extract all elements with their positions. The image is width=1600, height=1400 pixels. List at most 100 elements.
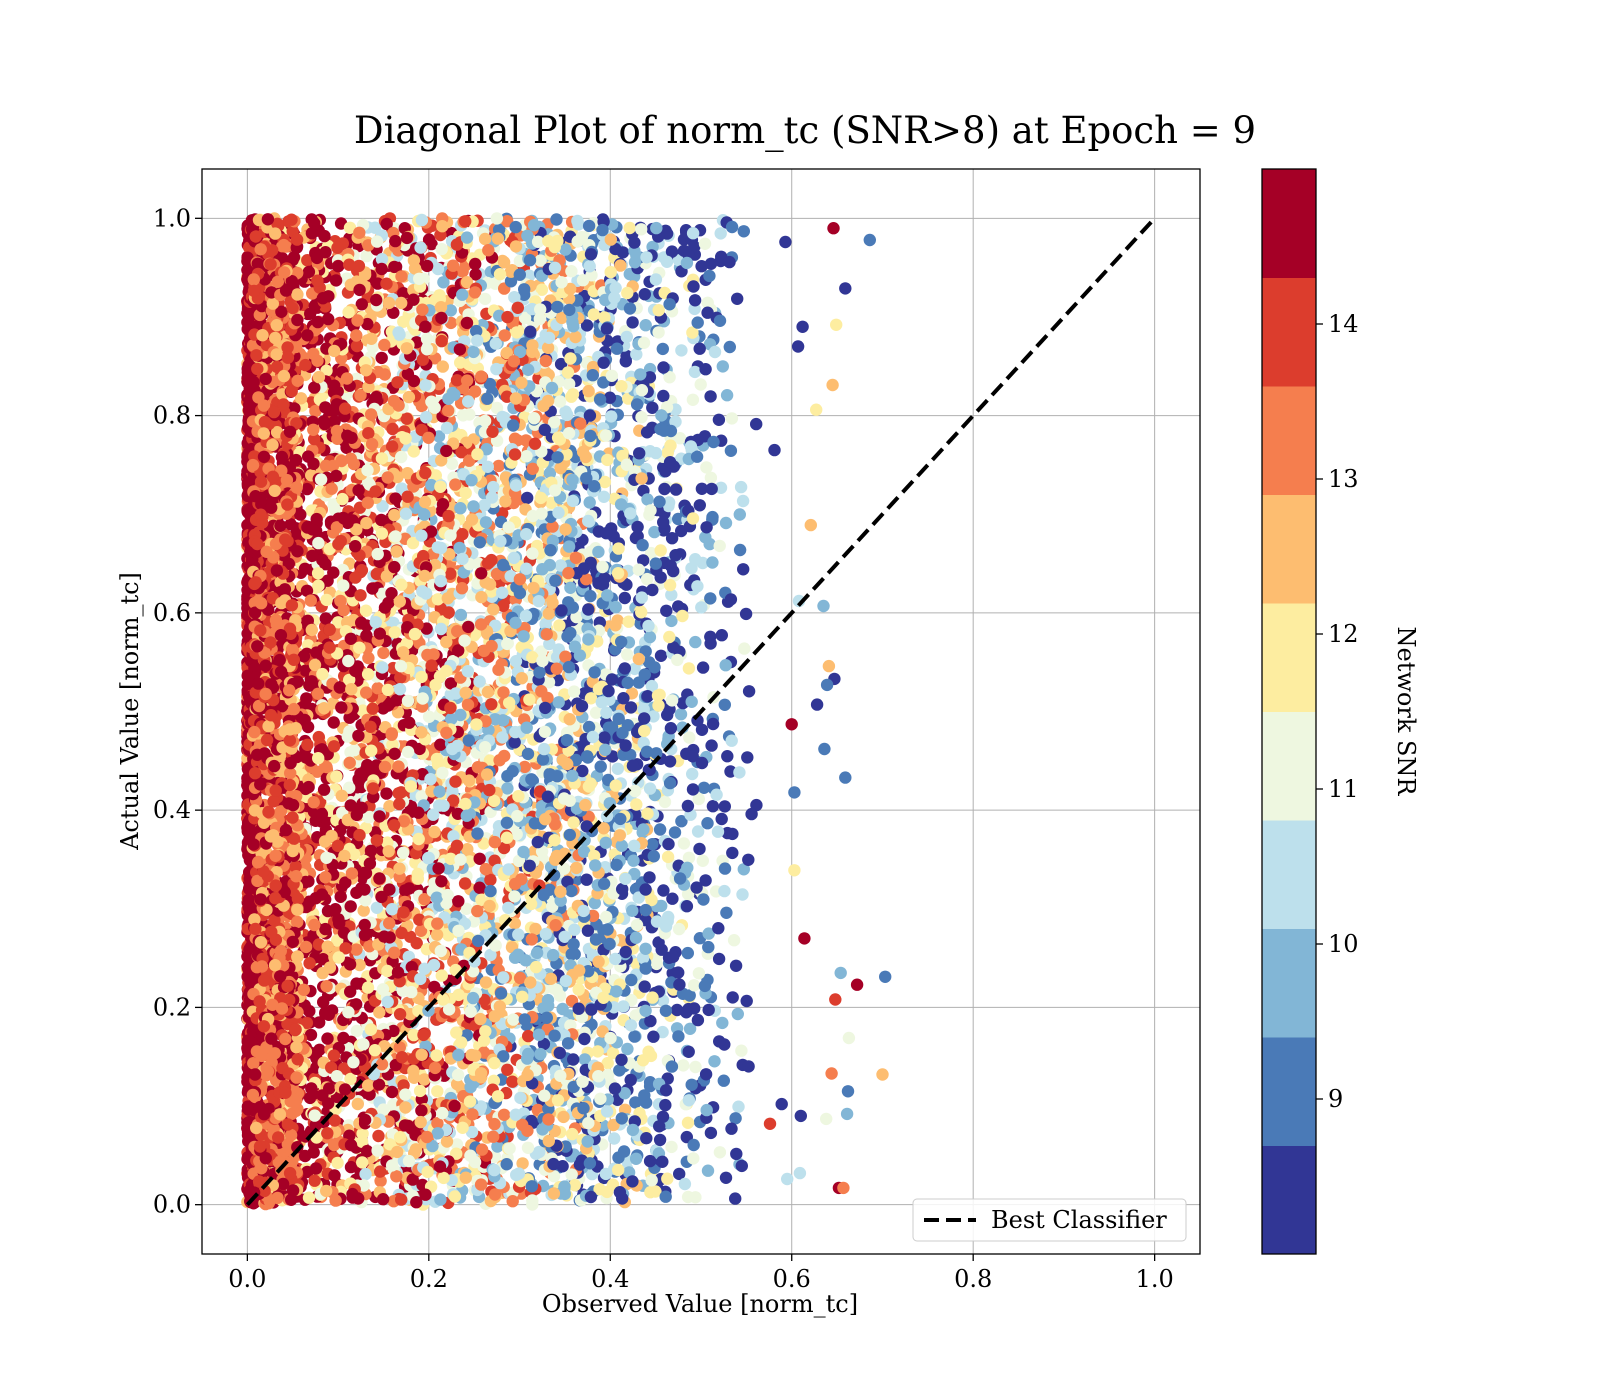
scatter-point <box>695 723 709 736</box>
scatter-point <box>723 255 736 269</box>
scatter-point <box>704 471 718 484</box>
scatter-point <box>706 800 720 813</box>
scatter-point <box>501 1063 514 1077</box>
scatter-point <box>601 1056 614 1070</box>
scatter-point <box>521 491 534 505</box>
scatter-point <box>653 1133 667 1147</box>
scatter-point <box>611 762 624 775</box>
scatter-point <box>714 227 727 240</box>
scatter-point <box>552 696 565 709</box>
scatter-point <box>643 871 656 884</box>
scatter-point <box>665 1140 678 1154</box>
scatter-point <box>725 412 739 425</box>
scatter-point <box>690 881 703 894</box>
scatter-point <box>736 494 750 508</box>
scatter-point <box>644 546 658 560</box>
scatter-point <box>750 417 763 431</box>
scatter-point <box>703 269 716 283</box>
scatter-point <box>719 659 732 672</box>
scatter-point <box>582 384 595 398</box>
scatter-point <box>487 1130 500 1143</box>
plot-area <box>201 168 1201 1255</box>
scatter-point <box>654 544 667 557</box>
scatter-point <box>567 938 580 951</box>
scatter-point <box>702 940 715 954</box>
scatter-point <box>652 304 665 317</box>
scatter-point <box>741 751 754 764</box>
scatter-point <box>650 915 664 928</box>
scatter-point <box>463 1095 477 1108</box>
scatter-point <box>618 591 631 605</box>
scatter-point <box>726 827 739 841</box>
scatter-point <box>525 933 538 946</box>
scatter-point <box>610 342 624 355</box>
scatter-point <box>377 646 390 660</box>
scatter-point <box>697 893 710 906</box>
scatter-point <box>522 1029 535 1043</box>
scatter-point <box>732 1100 745 1113</box>
scatter-point <box>507 419 520 432</box>
scatter-point <box>701 1164 715 1177</box>
scatter-point <box>735 1159 748 1173</box>
scatter-point <box>639 883 652 896</box>
scatter-point <box>725 1122 738 1135</box>
scatter-point <box>655 409 668 422</box>
scatter-point <box>388 508 401 522</box>
scatter-point <box>372 1129 385 1143</box>
scatter-point <box>681 946 694 960</box>
scatter-point <box>654 649 668 662</box>
scatter-point <box>682 662 696 675</box>
scatter-point <box>681 887 695 901</box>
scatter-point <box>670 1003 684 1017</box>
scatter-point <box>628 784 642 798</box>
scatter-point <box>490 401 504 415</box>
scatter-point <box>725 734 738 747</box>
scatter-point <box>370 390 383 404</box>
scatter-point <box>490 362 503 376</box>
scatter-point <box>311 687 325 700</box>
scatter-point <box>688 365 702 379</box>
scatter-point <box>615 380 628 393</box>
scatter-point <box>733 508 746 521</box>
scatter-point <box>685 1078 698 1092</box>
scatter-point <box>350 943 363 956</box>
scatter-point <box>506 765 519 778</box>
scatter-point <box>569 330 582 344</box>
scatter-point <box>337 1031 350 1045</box>
scatter-point <box>366 582 379 595</box>
scatter-point <box>461 698 475 711</box>
scatter-point <box>683 1022 697 1035</box>
scatter-point <box>674 708 688 721</box>
scatter-point <box>591 1045 604 1058</box>
scatter-point <box>391 376 404 389</box>
scatter-point <box>656 1155 669 1169</box>
scatter-point <box>419 411 433 424</box>
scatter-point <box>422 710 436 723</box>
scatter-point <box>715 629 728 642</box>
scatter-point <box>440 421 454 435</box>
scatter-point <box>712 952 726 966</box>
scatter-point <box>646 583 659 597</box>
scatter-point <box>647 850 660 863</box>
scatter-point <box>719 1171 733 1185</box>
scatter-point <box>718 884 731 898</box>
scatter-point <box>434 738 447 751</box>
scatter-point <box>481 460 494 473</box>
scatter-point <box>681 1116 695 1130</box>
scatter-point <box>731 292 744 305</box>
scatter-point <box>600 527 613 540</box>
scatter-point <box>349 571 362 584</box>
scatter-point <box>686 767 699 781</box>
scatter-point <box>693 342 706 355</box>
scatter-point <box>726 991 739 1004</box>
scatter-point <box>638 288 651 301</box>
scatter-point <box>696 661 710 674</box>
scatter-point <box>724 444 738 457</box>
scatter-point <box>736 888 749 901</box>
scatter-point <box>390 1170 403 1183</box>
scatter-point <box>492 459 505 473</box>
scatter-point <box>677 1059 690 1072</box>
scatter-point <box>344 1138 358 1152</box>
scatter-point <box>705 739 718 752</box>
scatter-point <box>434 1193 447 1206</box>
